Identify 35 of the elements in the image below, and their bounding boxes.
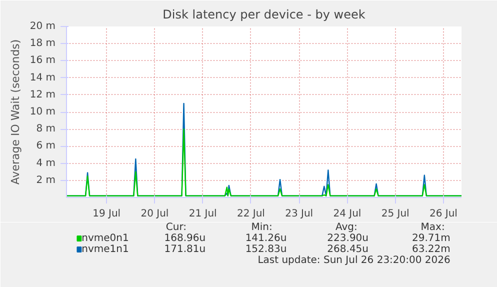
legend-label: nvme0n1: [82, 233, 129, 244]
text: 168.96u: [164, 233, 206, 244]
text: 141.26u: [245, 233, 287, 244]
x-tick-label: 24 Jul: [333, 208, 362, 220]
text: 152.83u: [245, 244, 287, 255]
text: 171.81u: [164, 244, 206, 255]
y-tick-label: 14 m: [30, 72, 56, 84]
text: Min:: [251, 222, 272, 233]
text: 29.71m: [412, 233, 450, 244]
y-tick-label: 16 m: [30, 55, 56, 66]
x-tick-label: 25 Jul: [381, 208, 410, 220]
y-tick-label: 12 m: [30, 89, 56, 100]
x-tick-label: 19 Jul: [92, 208, 121, 220]
y-tick-label: 20 m: [30, 21, 56, 32]
text: Last update: Sun Jul 26 23:20:00 2026: [258, 255, 450, 266]
text: 223.90u: [327, 233, 369, 244]
y-tick-label: 6 m: [36, 140, 56, 152]
x-tick-label: 26 Jul: [429, 208, 458, 220]
legend-label: nvme1n1: [82, 244, 129, 255]
y-axis-title: Average IO Wait (seconds): [8, 39, 22, 185]
y-tick-label: 4 m: [36, 158, 56, 169]
x-tick-label: 23 Jul: [285, 208, 314, 220]
y-tick-label: 10 m: [30, 106, 56, 118]
text: Cur:: [166, 222, 187, 233]
chart-title: Disk latency per device - by week: [162, 8, 366, 22]
y-tick-label: 8 m: [36, 124, 56, 135]
x-tick-label: 21 Jul: [188, 208, 217, 220]
text: Avg:: [335, 222, 358, 233]
text: Max:: [420, 222, 445, 233]
text: 268.45u: [327, 244, 369, 255]
y-tick-label: 18 m: [30, 38, 56, 50]
text: 63.22m: [412, 244, 450, 255]
x-tick-label: 22 Jul: [236, 208, 265, 220]
y-tick-label: 2 m: [36, 174, 56, 186]
x-tick-label: 20 Jul: [140, 208, 169, 220]
